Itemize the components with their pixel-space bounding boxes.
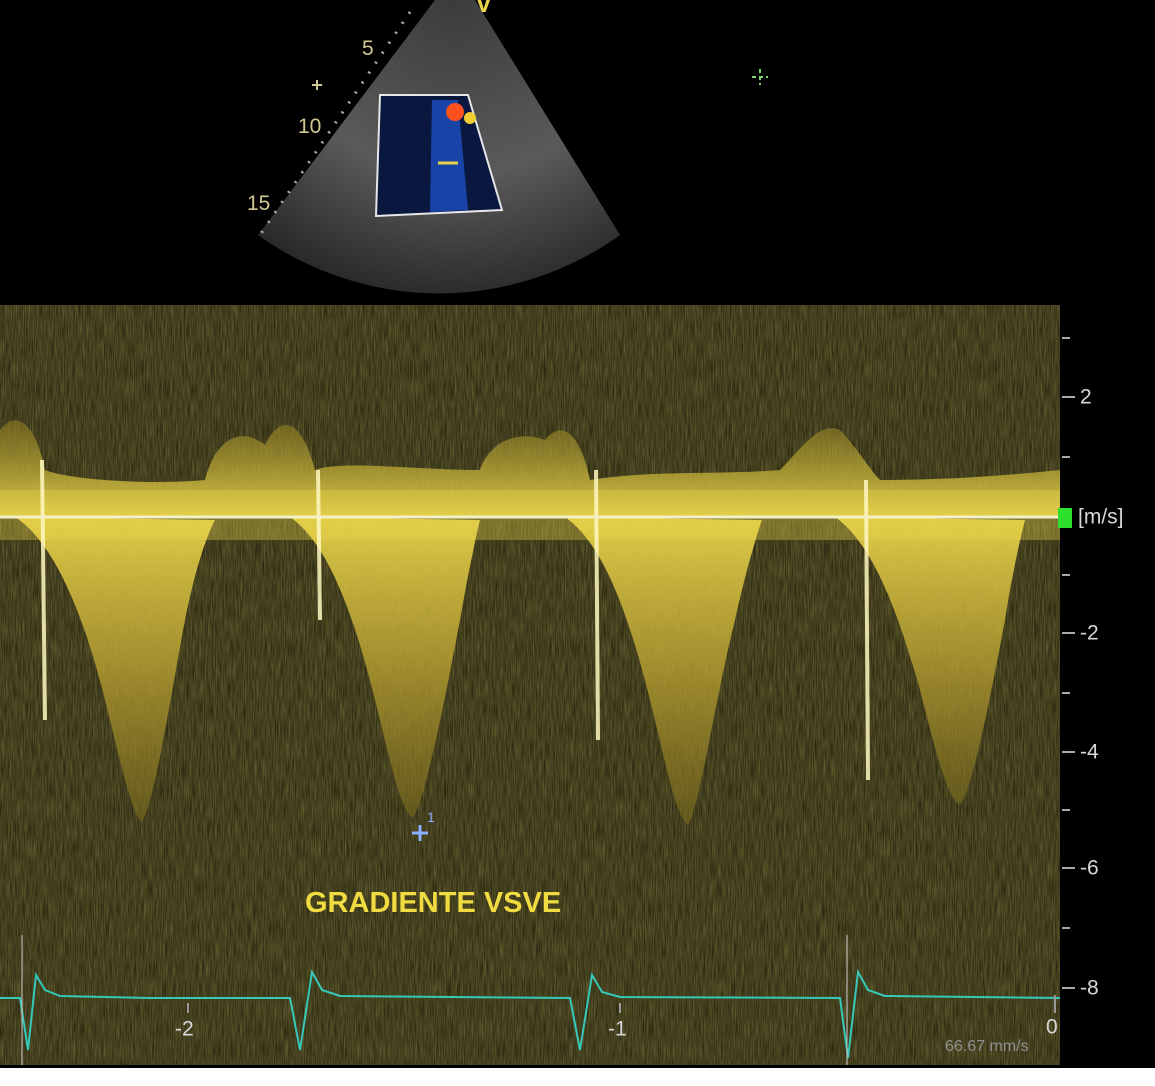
- annotation: GRADIENTE VSVE: [305, 887, 561, 919]
- time-label: 0: [1046, 1016, 1058, 1039]
- ultrasound-screen: V 5 10 15 2 -2 -4 -6 -8 [m/s] 1 GRADIENT…: [0, 0, 1155, 1086]
- color-flow-jet: [446, 103, 464, 121]
- mode-label: V: [475, 0, 493, 18]
- velocity-unit: [m/s]: [1078, 506, 1124, 529]
- depth-label: 5: [362, 37, 374, 60]
- marker-label: 1: [427, 809, 435, 825]
- velocity-label: -8: [1080, 977, 1099, 1000]
- sweep-speed: 66.67 mm/s: [945, 1038, 1029, 1055]
- time-label: -1: [608, 1018, 627, 1041]
- depth-label: 15: [247, 192, 270, 215]
- baseline-band: [0, 490, 1060, 540]
- time-label: -2: [175, 1018, 194, 1041]
- baseline-handle: [1058, 508, 1072, 528]
- color-flow-jet: [464, 112, 476, 124]
- velocity-label: -2: [1080, 622, 1099, 645]
- depth-label: 10: [298, 115, 321, 138]
- velocity-label: 2: [1080, 386, 1092, 409]
- velocity-label: -6: [1080, 857, 1099, 880]
- velocity-label: -4: [1080, 741, 1099, 764]
